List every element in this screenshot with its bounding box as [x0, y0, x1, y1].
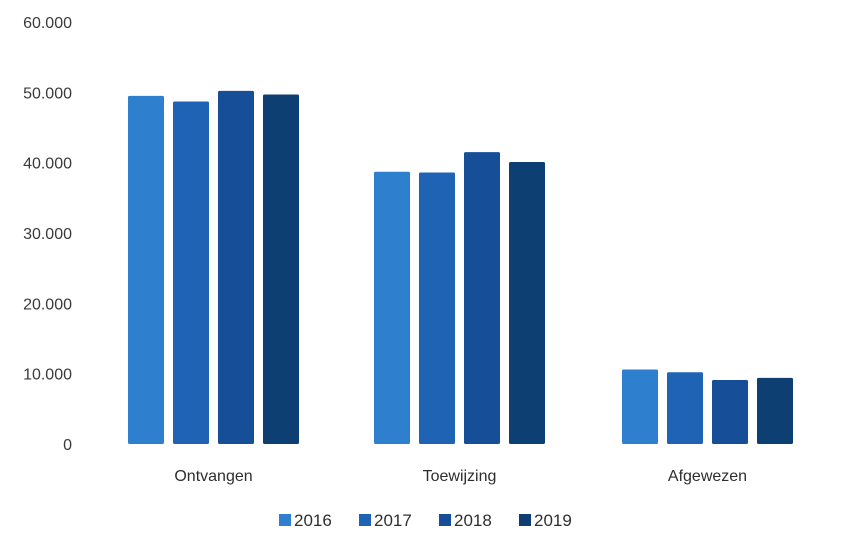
category-label: Toewijzing	[423, 468, 497, 485]
legend-swatch-2017	[359, 514, 371, 526]
legend-swatch-2016	[279, 514, 291, 526]
y-axis: 0 10.000 20.000 30.000 40.000 50.000 60.000	[23, 15, 72, 454]
y-tick-label: 10.000	[23, 367, 72, 384]
legend-swatch-2018	[439, 514, 451, 526]
y-tick-label: 0	[63, 437, 72, 454]
x-axis: Ontvangen Toewijzing Afgewezen	[174, 468, 747, 485]
bar-toewijzing-2016	[374, 171, 410, 444]
bar-ontvangen-2017	[173, 101, 209, 444]
legend-label: 2018	[454, 511, 492, 530]
y-tick-label: 60.000	[23, 15, 72, 32]
bars-group	[128, 90, 793, 445]
legend-label: 2016	[294, 511, 332, 530]
category-label: Afgewezen	[668, 468, 747, 485]
bar-ontvangen-2019	[263, 94, 299, 445]
category-label: Ontvangen	[174, 468, 252, 485]
bar-toewijzing-2017	[419, 172, 455, 444]
bar-ontvangen-2018	[218, 90, 254, 444]
y-tick-label: 40.000	[23, 156, 72, 173]
bar-afgewezen-2019	[757, 377, 793, 444]
y-tick-label: 20.000	[23, 296, 72, 313]
bar-afgewezen-2018	[712, 379, 748, 444]
legend: 2016 2017 2018 2019	[279, 511, 572, 530]
y-tick-label: 30.000	[23, 226, 72, 243]
legend-swatch-2019	[519, 514, 531, 526]
bar-ontvangen-2016	[128, 95, 164, 444]
bar-afgewezen-2016	[622, 369, 658, 444]
legend-label: 2019	[534, 511, 572, 530]
bar-afgewezen-2017	[667, 372, 703, 444]
bar-toewijzing-2018	[464, 152, 500, 444]
legend-label: 2017	[374, 511, 412, 530]
y-tick-label: 50.000	[23, 85, 72, 102]
bar-toewijzing-2019	[509, 161, 545, 445]
